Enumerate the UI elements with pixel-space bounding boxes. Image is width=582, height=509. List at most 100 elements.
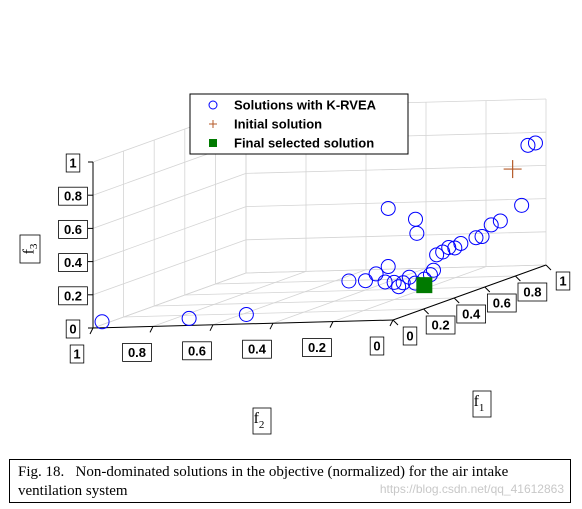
grid-line [154, 297, 455, 307]
f1-tick-label: 0.6 [486, 293, 517, 313]
tick-box [58, 219, 88, 239]
tick-text: 1 [69, 156, 76, 171]
grid-line [212, 269, 367, 326]
f2-tick-label: 0.8 [122, 342, 152, 362]
final-solution-point [416, 277, 433, 294]
grid-line [92, 272, 247, 329]
watermark: https://blog.csdn.net/qq_41612863 [379, 482, 564, 496]
f1-tick [515, 275, 521, 282]
tick-box [182, 341, 212, 361]
tick-text: 0.4 [64, 255, 83, 270]
f2-axis-line [92, 319, 394, 329]
tick-text: 0.6 [64, 222, 82, 237]
solution-point [514, 197, 530, 213]
tick-box [58, 253, 88, 273]
f2-tick [149, 326, 154, 333]
legend-label: Final selected solution [234, 136, 374, 151]
f1-tick-label: 0.4 [456, 304, 486, 324]
f2-tick-label: 0.2 [302, 338, 332, 358]
axis-title-box [19, 234, 41, 264]
axis-title-text: f3 [21, 243, 40, 254]
solution-point [468, 230, 484, 246]
solution-point [181, 310, 197, 326]
tick-text: 0.4 [462, 307, 481, 322]
tick-box [122, 342, 152, 362]
solution-point [368, 266, 384, 282]
solution-point [408, 211, 423, 227]
tick-box [555, 271, 571, 291]
f1-tick [423, 308, 429, 315]
f3-tick-label: 0.8 [58, 186, 88, 206]
f2-tick [329, 321, 334, 328]
figure-caption: Fig. 18. Non-dominated solutions in the … [9, 459, 571, 503]
grid-line [245, 231, 547, 241]
tick-box [425, 315, 456, 335]
solution-point [395, 275, 411, 291]
tick-text: 0.2 [64, 288, 82, 303]
grid-line [123, 308, 424, 318]
f3-axis-title: f3 [19, 234, 41, 264]
solution-point [492, 213, 508, 229]
tick-text: 0 [373, 339, 380, 354]
grid-line [245, 264, 547, 274]
f2-tick-label: 0.6 [182, 341, 212, 361]
tick-box [65, 153, 81, 173]
f2-tick [89, 327, 94, 335]
tick-text: 0.8 [64, 189, 82, 204]
tick-box [517, 282, 548, 302]
f1-axis-line [392, 264, 547, 321]
solution-point [357, 273, 373, 289]
grid-line [92, 206, 247, 262]
f3-tick-label: 0.2 [58, 286, 88, 306]
legend-box [189, 93, 409, 155]
tick-box [402, 326, 418, 346]
tick-box [242, 339, 272, 359]
grid-line [272, 267, 427, 324]
f3-tick-label: 1 [65, 153, 81, 173]
solution-point [483, 217, 499, 233]
legend: Solutions with K-RVEA Initial solution Fin… [189, 93, 409, 155]
tick-text: 1 [73, 347, 80, 362]
grid-line [245, 198, 547, 207]
solution-point [453, 235, 469, 251]
tick-text: 0.4 [248, 342, 267, 357]
tick-text: 1 [559, 274, 566, 289]
grid-line [92, 239, 247, 296]
tick-box [69, 344, 85, 364]
caption-label: Fig. 18. [18, 464, 65, 480]
solution-point [238, 306, 254, 322]
f1-axis-title: f1 [472, 390, 492, 418]
solution-point [94, 314, 110, 330]
solution-point [380, 259, 396, 275]
legend-marker-plus [209, 120, 217, 128]
f1-tick-label: 0.2 [425, 315, 456, 335]
tick-box [486, 293, 517, 313]
solution-point [409, 225, 425, 241]
f2-tick-label: 1 [69, 344, 85, 364]
caption-text: Non-dominated solutions in the objective… [18, 464, 509, 499]
solution-point [386, 274, 402, 290]
f1-tick [453, 297, 460, 304]
solution-point [380, 200, 396, 216]
solution-point [341, 273, 357, 289]
tick-text: 0.8 [128, 345, 146, 360]
grid-line [92, 173, 247, 229]
f2-tick-label: 0.4 [242, 339, 272, 359]
tick-box [58, 286, 88, 306]
f1-tick-label: 1 [555, 271, 571, 291]
axis-title-text: f2 [254, 410, 265, 431]
grid-line [152, 271, 307, 327]
data-points [94, 135, 543, 330]
f2-tick [269, 322, 274, 330]
f2-tick [209, 324, 214, 332]
tick-text: 0.6 [493, 296, 511, 311]
axis-title-box [472, 390, 492, 418]
tick-text: 0 [69, 322, 76, 337]
tick-text: 0.2 [308, 340, 326, 355]
grid-line [215, 275, 516, 285]
legend-label: Solutions with K-RVEA [234, 98, 377, 113]
solution-point [391, 279, 407, 295]
f3-tick-label: 0 [65, 319, 81, 339]
solution-point [447, 240, 463, 256]
f1-tick [392, 319, 399, 326]
